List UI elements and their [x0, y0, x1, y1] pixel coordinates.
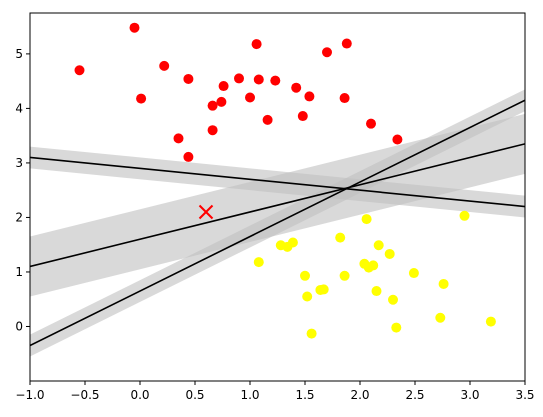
point-red [218, 81, 229, 92]
point-red [216, 96, 227, 107]
y-axis-ticks: 0 1 2 3 4 5 [15, 47, 30, 333]
point-red [183, 151, 194, 162]
y-tick-label: 5 [15, 47, 23, 61]
y-tick-label: 3 [15, 156, 23, 170]
point-red [253, 74, 264, 85]
new-point-marker [198, 204, 214, 220]
point-yellow [459, 210, 470, 221]
point-red [234, 73, 244, 84]
x-tick-label: 1.5 [295, 388, 314, 402]
y-tick-label: 4 [15, 101, 23, 115]
y-tick-label: 0 [15, 319, 23, 333]
separating-line-2 [30, 143, 525, 268]
point-red [304, 91, 315, 102]
point-yellow [388, 294, 398, 305]
point-yellow [335, 232, 346, 243]
point-red [366, 118, 376, 129]
x-tick-label: 2.5 [405, 388, 424, 402]
point-yellow [253, 257, 264, 268]
point-red [322, 47, 332, 58]
point-red [183, 73, 194, 84]
point-red [262, 114, 273, 125]
point-yellow [373, 240, 384, 251]
x-tick-label: 0.0 [130, 388, 149, 402]
point-yellow [438, 278, 449, 289]
point-red [341, 38, 352, 49]
point-yellow [302, 291, 313, 302]
point-red [270, 75, 281, 86]
point-red [159, 60, 170, 71]
point-red [136, 93, 147, 104]
point-yellow [306, 328, 317, 339]
separating-line-1 [30, 156, 525, 208]
point-yellow [287, 237, 298, 248]
point-yellow [368, 260, 379, 271]
point-yellow [318, 284, 329, 295]
point-red [207, 125, 218, 136]
point-yellow [408, 268, 419, 279]
x-tick-label: −1.0 [15, 388, 44, 402]
x-tick-label: 3.5 [515, 388, 534, 402]
point-red [245, 92, 255, 103]
point-yellow [485, 316, 496, 327]
separating-lines [30, 99, 525, 347]
x-tick-label: 3.0 [460, 388, 479, 402]
x-tick-label: 2.0 [350, 388, 369, 402]
point-red [251, 39, 262, 50]
point-red [297, 111, 308, 122]
point-yellow [361, 214, 372, 225]
point-red [207, 100, 218, 111]
x-axis-ticks: −1.0 −0.5 0.0 0.5 1.0 1.5 2.0 2.5 3.0 3.5 [15, 381, 535, 402]
y-tick-label: 2 [15, 210, 23, 224]
point-yellow [391, 322, 402, 333]
separating-line-3 [30, 99, 525, 347]
data-points [74, 22, 496, 339]
plot-frame [29, 12, 526, 382]
point-yellow [300, 270, 310, 281]
y-tick-label: 1 [15, 265, 23, 279]
point-red [173, 133, 184, 144]
point-red [129, 22, 140, 33]
x-tick-label: 0.5 [185, 388, 204, 402]
point-yellow [384, 248, 395, 259]
point-yellow [339, 270, 350, 281]
point-red [291, 82, 302, 93]
point-yellow [371, 286, 382, 297]
point-red [339, 93, 350, 104]
point-red [74, 65, 85, 76]
x-tick-label: −0.5 [70, 388, 99, 402]
point-yellow [435, 312, 446, 323]
x-tick-label: 1.0 [240, 388, 259, 402]
new-point-stroke-b [198, 204, 214, 220]
point-red [392, 134, 403, 145]
